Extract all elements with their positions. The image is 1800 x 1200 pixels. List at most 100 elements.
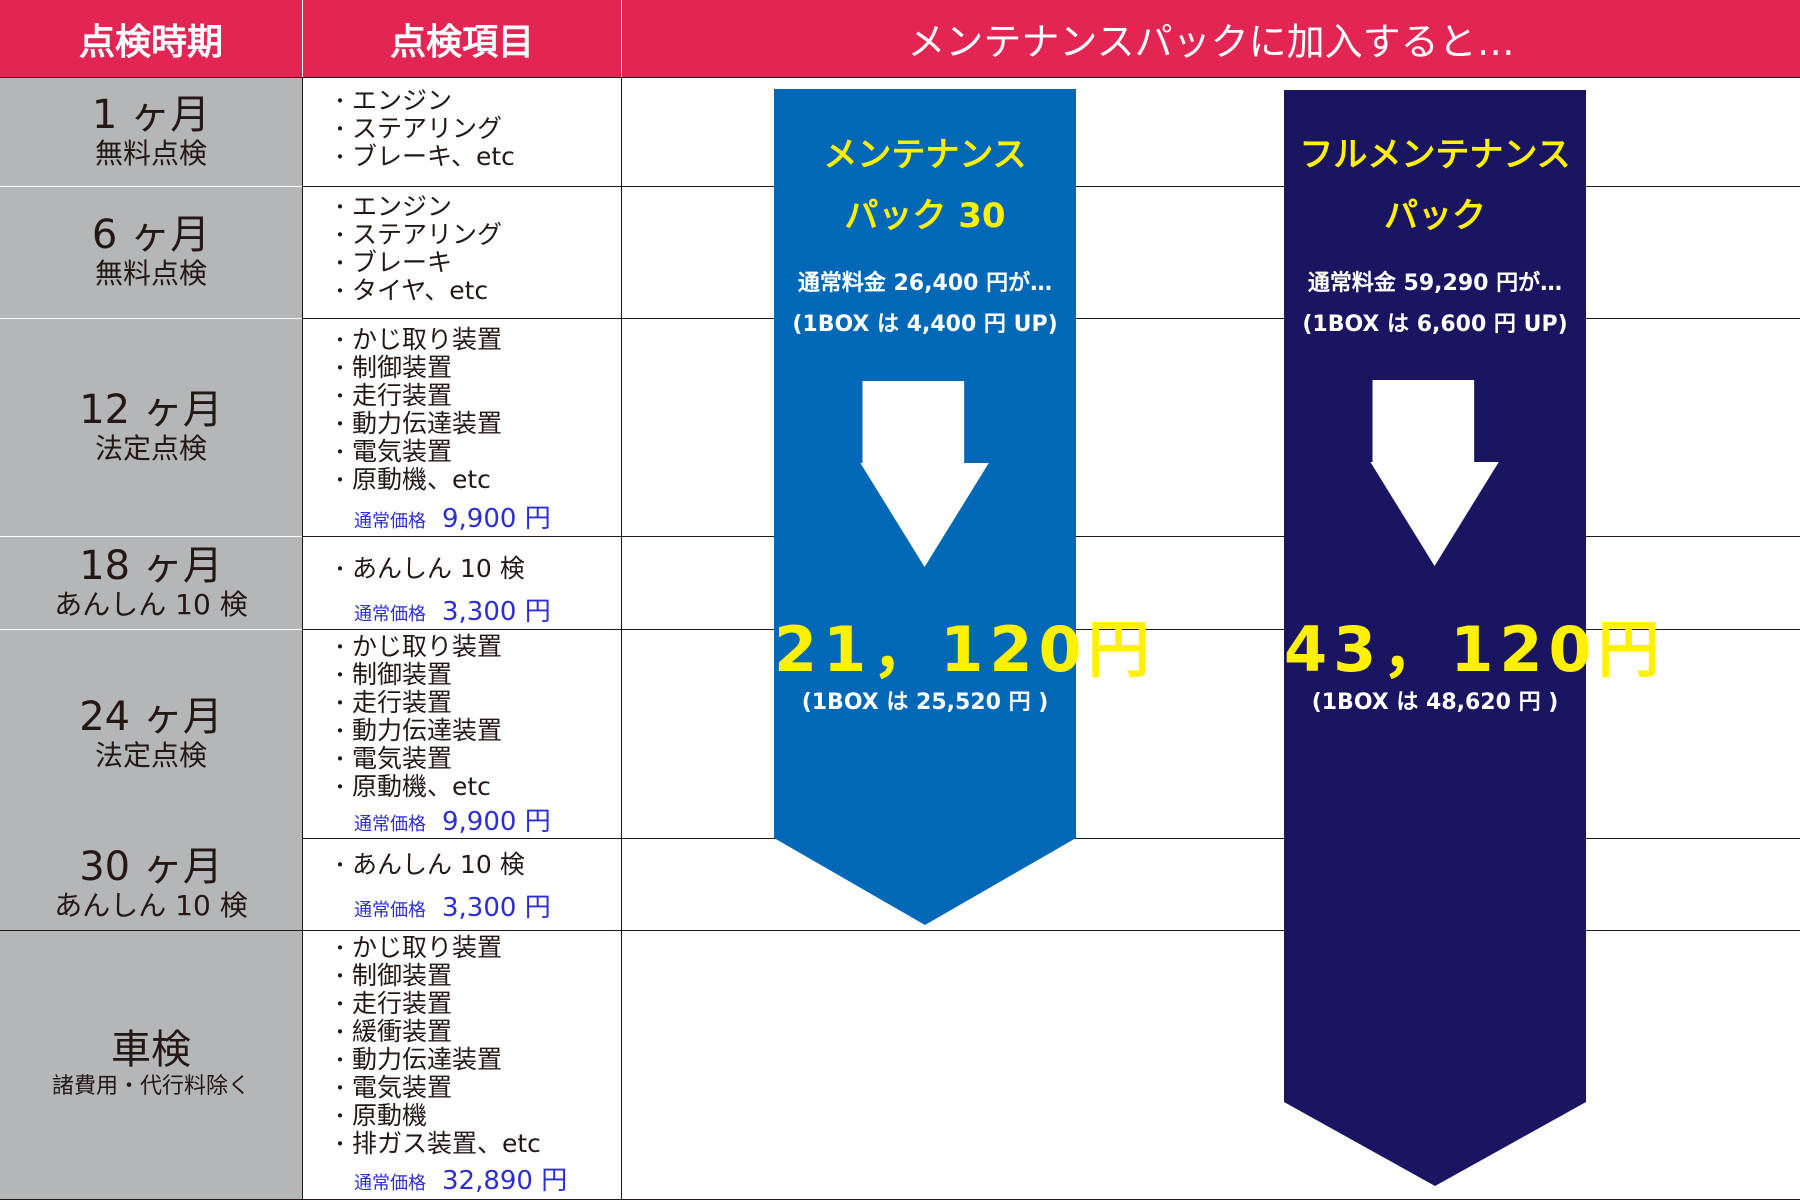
- maintenance-pack-30: メンテナンス パック 30 通常料金 26,400 円が… (1BOX は 4,…: [774, 89, 1156, 925]
- box-up-note: (1BOX は 4,400 円 UP): [792, 312, 1058, 337]
- price-label: 通常価格: [354, 814, 426, 835]
- list-item: 電気装置: [330, 438, 621, 467]
- pack-price: 21，120円: [774, 613, 1156, 686]
- list-item: 緩衝装置: [330, 1018, 621, 1047]
- period-cell-6m: 6 ヶ月 無料点検: [0, 186, 302, 318]
- list-item: かじ取り装置: [330, 934, 621, 963]
- list-item: 走行装置: [330, 990, 621, 1019]
- regular-fee-note: 通常料金 59,290 円が…: [1307, 271, 1563, 296]
- period-title: 1 ヶ月: [91, 91, 211, 138]
- list-item: タイヤ、etc: [330, 277, 621, 306]
- list-item: 原動機: [330, 1102, 621, 1131]
- period-cell-shaken: 車検 諸費用・代行料除く: [0, 930, 302, 1200]
- pack-regular-price: 通常料金 26,400 円が… (1BOX は 4,400 円 UP): [774, 263, 1076, 345]
- full-maintenance-pack: フルメンテナンス パック 通常料金 59,290 円が… (1BOX は 6,6…: [1284, 90, 1666, 1186]
- price-label: 通常価格: [354, 604, 426, 625]
- pack-price: 43，120円: [1284, 613, 1666, 686]
- header-period-label: 点検時期: [78, 21, 223, 63]
- period-sub: 無料点検: [94, 136, 207, 170]
- period-cell-1m: 1 ヶ月 無料点検: [0, 77, 302, 186]
- pack-name-line2: パック 30: [844, 196, 1006, 236]
- header-packs: メンテナンスパックに加入すると…: [621, 0, 1800, 77]
- list-item: ステアリング: [330, 221, 621, 250]
- pack-regular-price: 通常料金 59,290 円が… (1BOX は 6,600 円 UP): [1284, 263, 1586, 345]
- list-item: あんしん 10 検: [330, 851, 621, 880]
- list-item: 制御装置: [330, 354, 621, 383]
- pack-box-price: (1BOX は 48,620 円 ): [1311, 690, 1559, 715]
- list-item: ブレーキ、etc: [330, 143, 621, 172]
- period-title: 12 ヶ月: [79, 387, 223, 433]
- items-cell-shaken: かじ取り装置 制御装置 走行装置 緩衝装置 動力伝達装置 電気装置 原動機 排ガ…: [302, 934, 621, 1197]
- column-divider: [302, 77, 303, 1200]
- period-separator: [0, 629, 302, 630]
- price-label: 通常価格: [354, 511, 426, 532]
- period-title: 18 ヶ月: [79, 542, 223, 589]
- regular-price: 通常価格 3,300 円: [302, 591, 621, 628]
- list-item: 走行装置: [330, 689, 621, 718]
- items-cell-1m: エンジン ステアリング ブレーキ、etc: [302, 87, 621, 172]
- column-divider: [621, 77, 622, 1200]
- list-item: 動力伝達装置: [330, 410, 621, 439]
- period-cell-24m: 24 ヶ月 法定点検: [0, 629, 302, 838]
- header-period: 点検時期: [0, 0, 302, 77]
- regular-fee-note: 通常料金 26,400 円が…: [797, 271, 1053, 296]
- list-item: ブレーキ: [330, 249, 621, 278]
- pack-name-line2: パック: [1384, 196, 1486, 236]
- price-label: 通常価格: [354, 900, 426, 921]
- regular-price: 通常価格 32,890 円: [302, 1160, 621, 1197]
- items-cell-24m: かじ取り装置 制御装置 走行装置 動力伝達装置 電気装置 原動機、etc 通常価…: [302, 633, 621, 838]
- price-value: 3,300 円: [442, 597, 551, 627]
- list-item: ステアリング: [330, 115, 621, 144]
- period-sub: 法定点検: [94, 432, 207, 465]
- period-sub: 無料点検: [94, 257, 207, 290]
- box-up-note: (1BOX は 6,600 円 UP): [1302, 312, 1568, 337]
- period-title: 車検: [111, 1027, 191, 1073]
- list-item: かじ取り装置: [330, 326, 621, 355]
- pack-name-line1: フルメンテナンス: [1299, 135, 1571, 175]
- items-cell-18m: あんしん 10 検 通常価格 3,300 円: [302, 555, 621, 628]
- list-item: かじ取り装置: [330, 633, 621, 662]
- price-value: 9,900 円: [442, 504, 551, 534]
- list-item: 制御装置: [330, 661, 621, 690]
- period-separator: [0, 318, 302, 319]
- down-arrow-icon: [1370, 380, 1499, 566]
- list-item: 原動機、etc: [330, 466, 621, 495]
- period-separator: [0, 186, 302, 187]
- pack-title: メンテナンス パック 30: [774, 125, 1076, 247]
- list-item: エンジン: [330, 87, 621, 116]
- pack-banner-shape: [774, 89, 1076, 925]
- list-item: 制御装置: [330, 962, 621, 991]
- period-sub: あんしん 10 検: [54, 889, 248, 922]
- pack-name-line1: メンテナンス: [823, 135, 1027, 175]
- list-item: 動力伝達装置: [330, 1046, 621, 1075]
- row-divider: [0, 930, 1800, 931]
- row-divider: [0, 77, 1800, 78]
- items-cell-30m: あんしん 10 検 通常価格 3,300 円: [302, 851, 621, 924]
- price-label: 通常価格: [354, 1173, 426, 1194]
- pack-banner-shape: [1284, 90, 1586, 1186]
- pack-title: フルメンテナンス パック: [1284, 125, 1586, 247]
- list-item: 排ガス装置、etc: [330, 1130, 621, 1159]
- period-title: 6 ヶ月: [91, 212, 211, 258]
- regular-price: 通常価格 9,900 円: [302, 801, 621, 838]
- period-cell-18m: 18 ヶ月 あんしん 10 検: [0, 536, 302, 629]
- list-item: 原動機、etc: [330, 773, 621, 802]
- header-items-label: 点検項目: [389, 21, 534, 63]
- list-item: 電気装置: [330, 745, 621, 774]
- period-title: 24 ヶ月: [79, 693, 223, 740]
- list-item: 動力伝達装置: [330, 717, 621, 746]
- list-item: あんしん 10 検: [330, 555, 621, 584]
- regular-price: 通常価格 3,300 円: [302, 887, 621, 924]
- pack-box-price: (1BOX は 25,520 円 ): [801, 690, 1049, 715]
- list-item: 走行装置: [330, 382, 621, 411]
- period-sub: あんしん 10 検: [54, 587, 248, 621]
- regular-price: 通常価格 9,900 円: [302, 498, 621, 535]
- period-separator: [0, 536, 302, 537]
- period-title: 30 ヶ月: [79, 844, 223, 890]
- period-sub: 法定点検: [94, 738, 207, 772]
- price-value: 3,300 円: [442, 893, 551, 923]
- header-packs-label: メンテナンスパックに加入すると…: [907, 20, 1515, 64]
- period-cell-12m: 12 ヶ月 法定点検: [0, 318, 302, 536]
- items-cell-12m: かじ取り装置 制御装置 走行装置 動力伝達装置 電気装置 原動機、etc 通常価…: [302, 326, 621, 535]
